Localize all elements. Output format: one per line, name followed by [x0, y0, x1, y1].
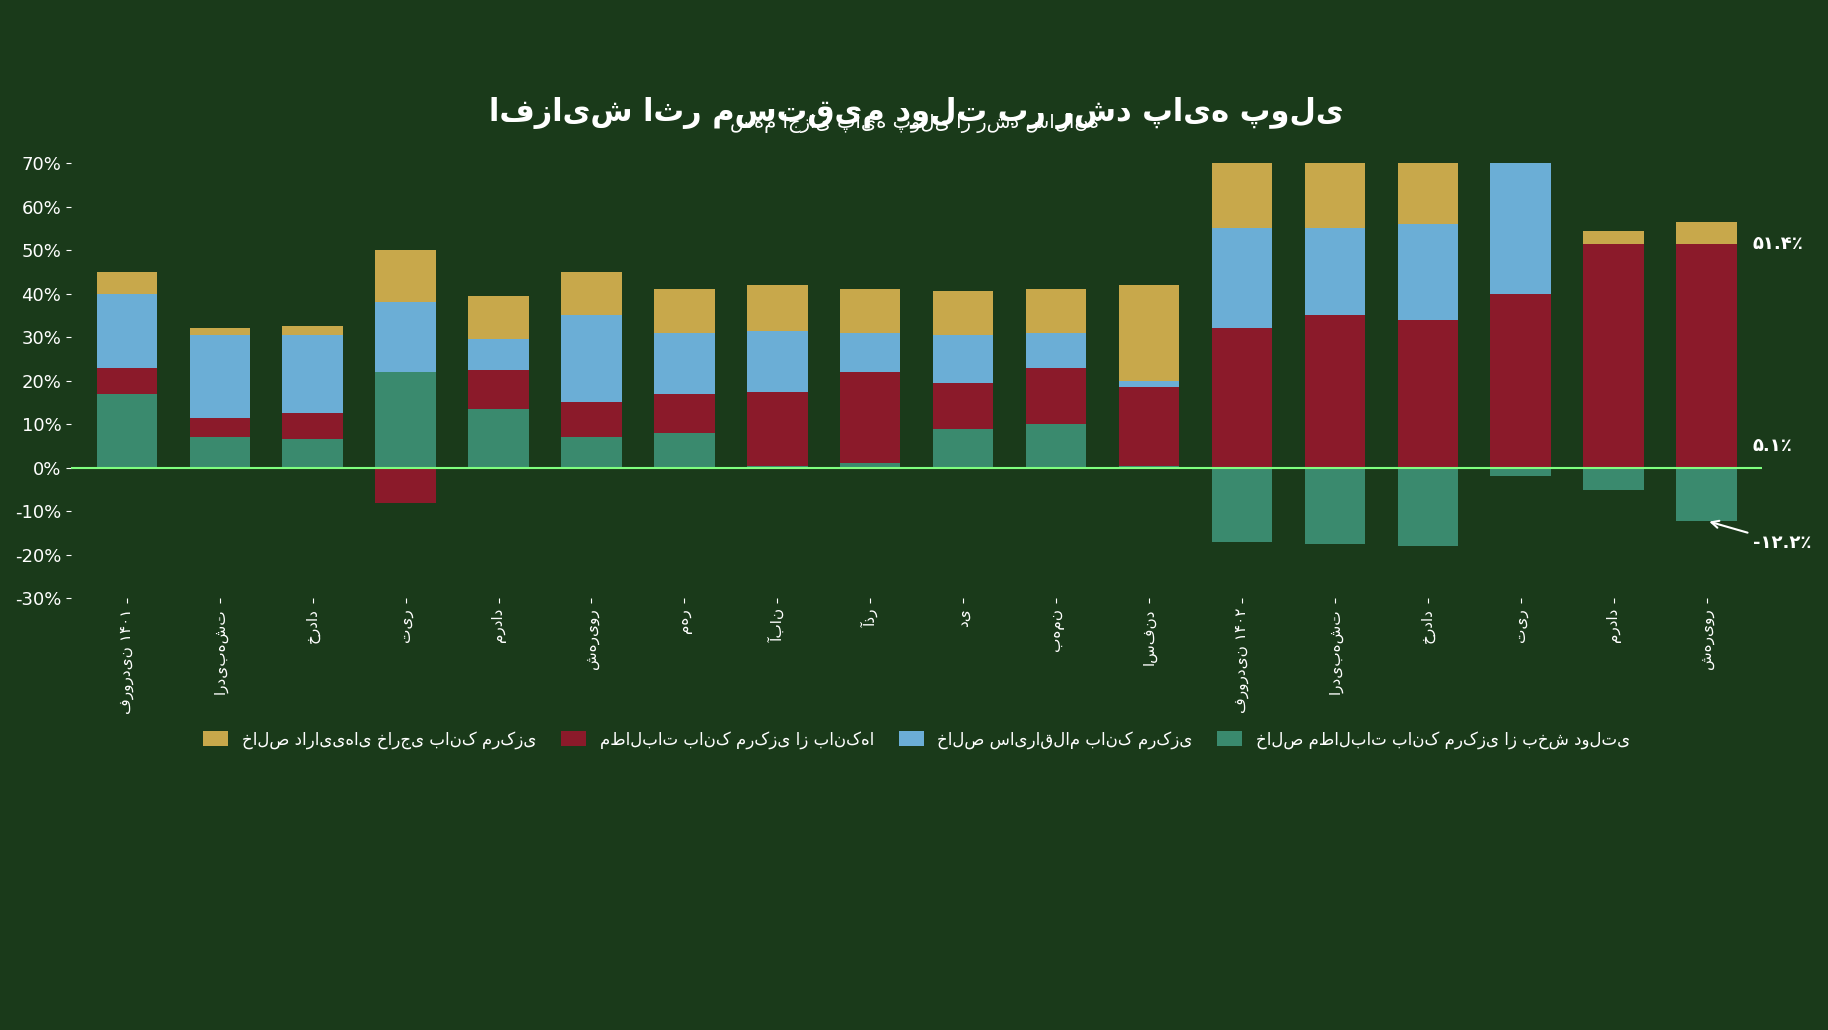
Bar	[283, 327, 344, 335]
Bar	[1583, 468, 1643, 489]
Bar	[1398, 319, 1459, 468]
Bar	[1026, 333, 1086, 368]
Bar	[468, 370, 528, 409]
Bar	[654, 393, 715, 433]
Bar	[468, 296, 528, 339]
Bar	[1398, 468, 1459, 546]
Bar	[1305, 315, 1366, 468]
Bar	[748, 285, 808, 331]
Bar	[1676, 221, 1737, 244]
Bar	[97, 294, 157, 368]
Bar	[1026, 368, 1086, 424]
Bar	[1212, 329, 1272, 468]
Bar	[375, 372, 435, 468]
Bar	[1212, 145, 1272, 229]
Bar	[1119, 285, 1179, 381]
Bar	[841, 464, 901, 468]
Bar	[1490, 294, 1550, 468]
Bar	[932, 335, 993, 383]
Bar	[748, 331, 808, 391]
Bar	[1398, 224, 1459, 319]
Bar	[654, 433, 715, 468]
Bar	[932, 428, 993, 468]
Bar	[468, 409, 528, 468]
Text: ۵۱.۴٪: ۵۱.۴٪	[1753, 235, 1804, 253]
Bar	[1212, 468, 1272, 542]
Bar	[190, 335, 250, 418]
Bar	[1119, 466, 1179, 468]
Bar	[654, 333, 715, 393]
Bar	[561, 438, 622, 468]
Bar	[748, 391, 808, 466]
Bar	[1305, 468, 1366, 544]
Bar	[375, 250, 435, 303]
Bar	[932, 383, 993, 428]
Text: سهم اجزای پایه پولی از رشد سالانه: سهم اجزای پایه پولی از رشد سالانه	[729, 114, 1099, 133]
Legend: خالص دارایی‌های خارجی بانک مرکزی, مطالبات بانک مرکزی از بانک‌ها, خالص سایراقلام : خالص دارایی‌های خارجی بانک مرکزی, مطالبا…	[197, 724, 1636, 755]
Bar	[1119, 387, 1179, 466]
Bar	[1490, 150, 1550, 294]
Bar	[283, 335, 344, 413]
Bar	[1490, 98, 1550, 150]
Text: ۵.۱٪: ۵.۱٪	[1753, 437, 1793, 454]
Bar	[190, 329, 250, 335]
Bar	[654, 289, 715, 333]
Bar	[375, 303, 435, 372]
Bar	[1119, 381, 1179, 387]
Bar	[97, 272, 157, 294]
Bar	[1212, 229, 1272, 329]
Bar	[1583, 231, 1643, 244]
Bar	[561, 315, 622, 403]
Title: افزایش اثر مستقیم دولت بر رشد پایه پولی: افزایش اثر مستقیم دولت بر رشد پایه پولی	[490, 98, 1344, 130]
Bar	[841, 333, 901, 372]
Bar	[932, 291, 993, 335]
Bar	[1398, 145, 1459, 224]
Bar	[283, 440, 344, 468]
Text: -۱۲.۲٪: -۱۲.۲٪	[1711, 521, 1812, 552]
Bar	[97, 368, 157, 393]
Bar	[1676, 244, 1737, 468]
Bar	[375, 468, 435, 503]
Bar	[1026, 289, 1086, 333]
Bar	[841, 289, 901, 333]
Bar	[561, 403, 622, 438]
Bar	[283, 413, 344, 440]
Bar	[1490, 468, 1550, 477]
Bar	[1676, 468, 1737, 521]
Bar	[1305, 229, 1366, 315]
Bar	[1583, 244, 1643, 468]
Bar	[1305, 150, 1366, 229]
Bar	[748, 466, 808, 468]
Bar	[190, 438, 250, 468]
Bar	[841, 372, 901, 464]
Bar	[1026, 424, 1086, 468]
Bar	[468, 339, 528, 370]
Bar	[190, 418, 250, 438]
Bar	[97, 393, 157, 468]
Bar	[561, 272, 622, 315]
